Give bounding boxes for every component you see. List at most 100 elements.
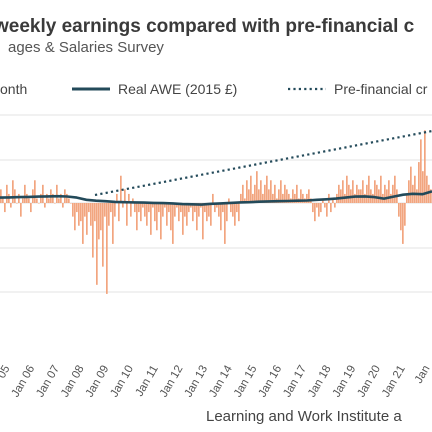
x-tick-label-1: Jan 06	[10, 364, 38, 400]
bar-186	[372, 193, 374, 203]
bar-207	[414, 175, 416, 203]
bar-114	[228, 198, 230, 203]
bar-11	[22, 198, 24, 203]
bar-5	[10, 203, 12, 208]
bar-19	[38, 203, 40, 204]
bar-134	[268, 189, 270, 203]
bar-189	[378, 189, 380, 203]
bar-46	[92, 203, 94, 258]
bar-71	[142, 203, 144, 208]
x-tick-label-5: Jan 10	[108, 364, 136, 400]
bar-24	[48, 198, 50, 203]
bar-184	[368, 175, 370, 203]
x-tick-label-0: 05	[0, 364, 13, 381]
bar-147	[294, 193, 296, 203]
bar-15	[30, 203, 32, 213]
bar-133	[266, 175, 268, 203]
bar-208	[416, 189, 418, 203]
bar-67	[134, 203, 136, 213]
bar-98	[196, 203, 198, 231]
bar-194	[388, 180, 390, 203]
bar-103	[206, 203, 208, 222]
bar-22	[44, 203, 46, 208]
bar-181	[362, 180, 364, 203]
bar-30	[60, 193, 62, 203]
bar-18	[36, 198, 38, 203]
bar-36	[72, 203, 74, 217]
bar-177	[354, 193, 356, 203]
bar-21	[42, 184, 44, 203]
x-tick-label-10: Jan 15	[232, 364, 260, 400]
bar-38	[76, 203, 78, 213]
bar-57	[114, 203, 116, 217]
bar-65	[130, 203, 132, 217]
bar-55	[110, 203, 112, 213]
bar-156	[312, 203, 314, 213]
bar-183	[366, 184, 368, 203]
bar-37	[74, 203, 76, 231]
bar-173	[346, 175, 348, 203]
bar-54	[108, 203, 110, 226]
bar-41	[82, 203, 84, 244]
bar-209	[418, 162, 420, 203]
bar-141	[282, 193, 284, 203]
bar-90	[180, 203, 182, 213]
bar-188	[376, 184, 378, 203]
x-tick-label-8: Jan 13	[183, 364, 211, 400]
bar-106	[212, 193, 214, 203]
bar-113	[226, 203, 228, 222]
bar-83	[166, 203, 168, 226]
bar-29	[58, 198, 60, 203]
bar-166	[332, 198, 334, 203]
bar-143	[286, 189, 288, 203]
bar-127	[254, 184, 256, 203]
bar-20	[40, 193, 42, 203]
bar-144	[288, 193, 290, 203]
bar-124	[248, 189, 250, 203]
bar-99	[198, 203, 200, 217]
bar-44	[88, 203, 90, 213]
bar-47	[94, 203, 96, 222]
bar-45	[90, 203, 92, 226]
bar-97	[194, 203, 196, 213]
bar-53	[106, 203, 108, 294]
x-tick-label-3: Jan 08	[59, 364, 87, 400]
bar-96	[192, 203, 194, 222]
bar-43	[86, 203, 88, 235]
bar-39	[78, 203, 80, 226]
bar-130	[260, 180, 262, 203]
bar-107	[214, 203, 216, 213]
bar-66	[132, 198, 134, 203]
bar-6	[12, 180, 14, 203]
bar-213	[426, 175, 428, 203]
bar-211	[422, 171, 424, 203]
bar-28	[56, 184, 58, 203]
bar-60	[120, 175, 122, 203]
bar-62	[124, 189, 126, 203]
bar-204	[408, 180, 410, 203]
bar-33	[66, 193, 68, 203]
bar-85	[170, 203, 172, 231]
bar-196	[392, 184, 394, 203]
bar-50	[100, 203, 102, 231]
bar-108	[216, 203, 218, 208]
bar-56	[112, 203, 114, 244]
bar-210	[420, 139, 422, 203]
bar-112	[224, 203, 226, 244]
bar-151	[302, 193, 304, 203]
bar-132	[264, 184, 266, 203]
bar-190	[380, 175, 382, 203]
bar-12	[24, 184, 26, 203]
bar-42	[84, 203, 86, 217]
bar-101	[202, 203, 204, 240]
bar-202	[404, 203, 406, 226]
bar-167	[334, 203, 336, 208]
x-tick-label-11: Jan 16	[257, 364, 285, 400]
bar-146	[292, 189, 294, 203]
legend-label-monthly-change: onth	[0, 81, 27, 97]
x-tick-label-15: Jan 20	[355, 364, 383, 400]
x-tick-label-17: Jan	[413, 364, 432, 386]
bar-75	[150, 203, 152, 235]
bar-104	[208, 203, 210, 217]
